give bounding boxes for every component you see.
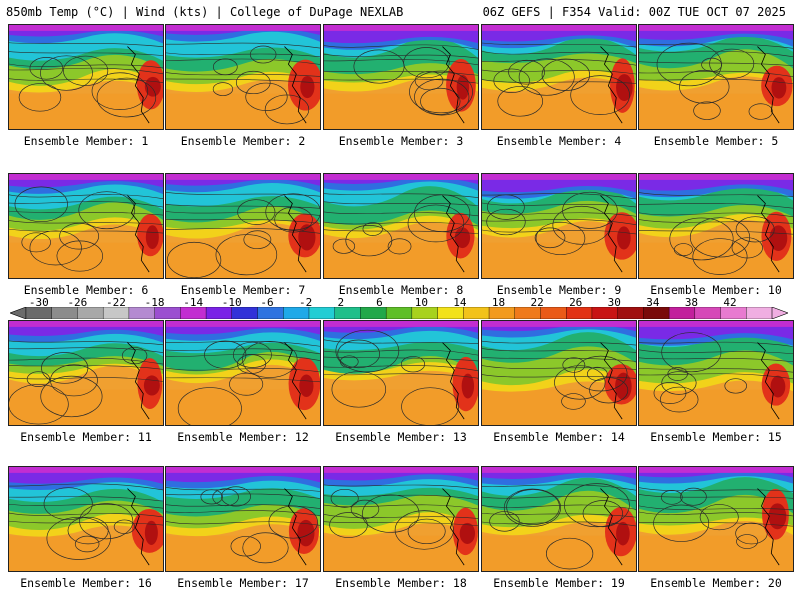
ensemble-member-map: [638, 466, 794, 572]
ensemble-member-label: Ensemble Member: 5: [653, 134, 779, 148]
ensemble-member-label: Ensemble Member: 17: [177, 576, 309, 590]
ensemble-member-map: [323, 24, 479, 130]
ensemble-member-label: Ensemble Member: 16: [20, 576, 152, 590]
ensemble-member-map: [638, 320, 794, 426]
ensemble-member-map: [165, 24, 321, 130]
colorbar-tick-label: 22: [530, 296, 544, 309]
colorbar-tick-label: 14: [453, 296, 467, 309]
ensemble-member-map: [481, 173, 637, 279]
model-valid-time: 06Z GEFS | F354 Valid: 00Z TUE OCT 07 20…: [482, 5, 786, 19]
colorbar-swatch: [308, 307, 336, 319]
ensemble-member-map: [165, 466, 321, 572]
ensemble-member-label: Ensemble Member: 12: [177, 430, 309, 444]
colorbar-tick-label: -26: [67, 296, 88, 309]
ensemble-member-label: Ensemble Member: 15: [650, 430, 782, 444]
colorbar-swatch: [746, 307, 773, 319]
colorbar-tick-label: 34: [646, 296, 660, 309]
colorbar-tick-label: -30: [28, 296, 49, 309]
ensemble-member-label: Ensemble Member: 1: [23, 134, 149, 148]
ensemble-member-label: Ensemble Member: 4: [496, 134, 622, 148]
temperature-colorbar: [10, 307, 788, 319]
ensemble-member-label: Ensemble Member: 18: [335, 576, 467, 590]
ensemble-member-map: [165, 320, 321, 426]
colorbar-tick-label: -14: [183, 296, 204, 309]
colorbar-tick-label: -6: [260, 296, 274, 309]
colorbar-tick-label: 30: [607, 296, 621, 309]
ensemble-member-label: Ensemble Member: 11: [20, 430, 152, 444]
ensemble-member-map: [8, 24, 164, 130]
colorbar-tick-label: 38: [684, 296, 699, 309]
ensemble-member-map: [638, 24, 794, 130]
colorbar-tick-label: -18: [144, 296, 165, 309]
colorbar-swatch: [617, 307, 645, 319]
colorbar-tick-label: -22: [106, 296, 126, 309]
ensemble-member-label: Ensemble Member: 19: [493, 576, 625, 590]
colorbar-low-arrow: [10, 307, 27, 319]
ensemble-member-map: [481, 24, 637, 130]
colorbar-swatch: [385, 307, 413, 319]
ensemble-member-map: [481, 320, 637, 426]
ensemble-member-label: Ensemble Member: 3: [338, 134, 464, 148]
colorbar-tick-label: -2: [298, 296, 313, 309]
ensemble-member-map: [323, 173, 479, 279]
colorbar-tick-label: -10: [221, 296, 242, 309]
ensemble-member-map: [323, 466, 479, 572]
ensemble-member-map: [323, 320, 479, 426]
colorbar-swatch: [694, 307, 722, 319]
colorbar-swatch: [540, 307, 567, 319]
colorbar-swatch: [463, 307, 490, 319]
ensemble-member-label: Ensemble Member: 13: [335, 430, 467, 444]
ensemble-member-label: Ensemble Member: 14: [493, 430, 625, 444]
ensemble-member-label: Ensemble Member: 20: [650, 576, 782, 590]
ensemble-member-label: Ensemble Member: 9: [496, 283, 622, 297]
ensemble-member-label: Ensemble Member: 6: [23, 283, 149, 297]
ensemble-member-map: [638, 173, 794, 279]
ensemble-member-map: [165, 173, 321, 279]
ensemble-member-label: Ensemble Member: 2: [180, 134, 306, 148]
ensemble-member-label: Ensemble Member: 10: [650, 283, 782, 297]
ensemble-member-map: [8, 466, 164, 572]
ensemble-member-map: [8, 173, 164, 279]
colorbar-tick-label: 18: [491, 296, 506, 309]
ensemble-member-map: [8, 320, 164, 426]
colorbar-tick-label: 6: [376, 296, 383, 309]
ensemble-member-label: Ensemble Member: 8: [338, 283, 464, 297]
ensemble-member-map: [481, 466, 637, 572]
colorbar-tick-label: 10: [414, 296, 428, 309]
ensemble-member-label: Ensemble Member: 7: [180, 283, 306, 297]
map-title: 850mb Temp (°C) | Wind (kts) | College o…: [6, 5, 404, 19]
colorbar-tick-label: 42: [723, 296, 737, 309]
colorbar-tick-label: 2: [337, 296, 345, 309]
colorbar-high-arrow: [771, 307, 788, 319]
colorbar-tick-label: 26: [569, 296, 583, 309]
